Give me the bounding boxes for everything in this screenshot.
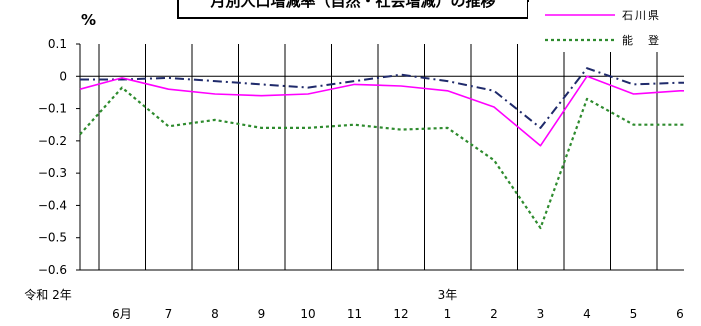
y-tick-labels: 0.1 0 −0.1 −0.2 −0.3 −0.4 −0.5 −0.6	[38, 37, 80, 277]
x-tick-label: 11	[347, 307, 362, 321]
x-tick-label: 12	[393, 307, 408, 321]
x-tick-label: 9	[258, 307, 266, 321]
x-tick-label: 8	[211, 307, 219, 321]
y-tick-label: 0.1	[48, 37, 67, 51]
vertical-gridlines	[98, 44, 658, 270]
y-tick-label: −0.5	[38, 231, 67, 245]
x-tick-label: 6	[676, 307, 684, 321]
legend-label-noto: 能 登	[622, 33, 661, 47]
x-tick-label: 3	[537, 307, 545, 321]
y-tick-label: 0	[59, 69, 67, 83]
x-tick-label: 2	[490, 307, 498, 321]
series-line-noto	[79, 86, 684, 230]
y-tick-label: −0.3	[38, 166, 67, 180]
title-frame	[177, 0, 529, 19]
legend-label-ishikawa: 石川県	[622, 9, 661, 22]
y-tick-label: −0.6	[38, 263, 67, 277]
x-tick-label: 7	[165, 307, 173, 321]
x-tick-label: 4	[583, 307, 591, 321]
x-tick-label: 5	[630, 307, 638, 321]
y-tick-label: −0.1	[38, 102, 67, 116]
series-line-national	[80, 67, 684, 129]
x-tick-labels: 6月 7 8 9 10 11 12 1 2 3 4 5 6令和 2年 3年	[24, 287, 684, 321]
chart-title: 月別人口増減率（自然・社会増減）の推移	[209, 0, 495, 10]
x-tick-label: 1	[444, 307, 452, 321]
y-unit-label: %	[81, 11, 96, 29]
title-box: 月別人口増減率（自然・社会増減）の推移	[177, 0, 529, 19]
axes	[79, 44, 684, 271]
x-year-label: 3年	[438, 288, 458, 302]
series-line-ishikawa	[79, 75, 684, 147]
series-lines	[79, 67, 684, 230]
legend-background	[528, 2, 698, 52]
x-tick-label: 10	[300, 307, 315, 321]
x-year-label: 令和 2年	[24, 287, 71, 302]
y-tick-label: −0.2	[38, 134, 67, 148]
y-tick-label: −0.4	[38, 198, 67, 212]
x-tick-label: 6月	[112, 307, 132, 321]
